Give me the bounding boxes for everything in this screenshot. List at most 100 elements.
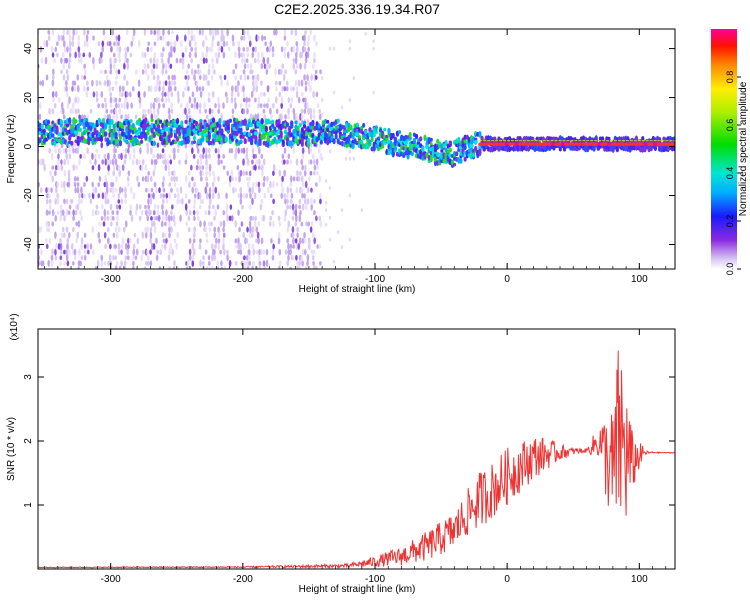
spectrogram-noise-cell (59, 255, 63, 261)
spectrogram-noise-cell (107, 163, 110, 172)
spectrogram-ridge-cell (137, 127, 142, 132)
spectrogram-noise-cell (340, 244, 344, 249)
spectrogram-noise-cell (79, 260, 82, 267)
spectrogram-noise-cell (39, 45, 43, 53)
spectrogram-noise-cell (211, 90, 215, 98)
spectrogram-noise-cell (225, 192, 228, 200)
spectrogram-noise-cell (222, 154, 226, 159)
spectrogram-noise-cell (158, 142, 162, 148)
spectrogram-noise-cell (51, 175, 54, 183)
spectrogram-noise-cell (344, 156, 348, 161)
spectrogram-noise-cell (152, 74, 156, 81)
spectrogram-noise-cell (290, 198, 293, 205)
spectrogram-noise-cell (101, 192, 105, 200)
spectrogram-ridge-cell (391, 132, 395, 139)
spectrogram-noise-cell (262, 158, 266, 166)
spectrogram-noise-cell (156, 57, 159, 64)
spectrogram-noise-cell (65, 198, 69, 204)
spectrogram-noise-cell (205, 51, 208, 58)
spectrogram-noise-cell (162, 187, 166, 193)
spectrogram-noise-cell (150, 242, 154, 251)
spectrogram-noise-cell (100, 216, 104, 221)
spectrogram-noise-cell (263, 114, 266, 120)
spectrogram-noise-cell (168, 248, 171, 256)
spectrogram-noise-cell (299, 113, 302, 121)
spectrogram-noise-cell (63, 215, 66, 222)
spectrogram-ridge-cell (429, 155, 433, 163)
spectrogram-noise-cell (243, 260, 247, 267)
spectrogram-noise-cell (303, 193, 306, 199)
spectrogram-noise-cell (152, 169, 156, 177)
spectrogram-noise-cell (38, 102, 42, 110)
spectrogram-noise-cell (185, 79, 189, 87)
spectrogram-noise-cell (124, 113, 128, 121)
spectrogram-noise-cell (156, 153, 160, 160)
spectrogram-noise-cell (248, 40, 252, 48)
spectrogram-ridge-cell (97, 132, 101, 137)
spectrogram-noise-cell (246, 176, 249, 182)
spectrogram-noise-cell (60, 164, 64, 171)
spectrogram-noise-cell (205, 169, 208, 177)
spectrogram-noise-cell (275, 96, 278, 104)
spectrogram-noise-cell (242, 47, 246, 52)
spectrogram-noise-cell (251, 51, 255, 59)
spectrogram-noise-cell (116, 164, 119, 171)
spectrogram-noise-cell (295, 113, 298, 121)
spectrogram-noise-cell (121, 91, 124, 98)
spectrogram-noise-cell (269, 107, 272, 115)
spectrogram-noise-cell (61, 107, 65, 115)
spectrogram-noise-cell (115, 231, 119, 239)
spectrogram-ridge-cell (38, 137, 42, 144)
spectrogram-noise-cell (251, 243, 255, 250)
spectrogram-noise-cell (291, 255, 295, 261)
spectrogram-noise-cell (248, 102, 251, 109)
spectrogram-noise-cell (228, 259, 232, 267)
spectrogram-noise-cell (303, 169, 307, 177)
spectrogram-noise-cell (114, 255, 118, 261)
spectrogram-noise-cell (159, 192, 163, 199)
spectrogram-noise-cell (220, 34, 223, 42)
spectrogram-noise-cell (324, 222, 328, 227)
spectrogram-noise-cell (146, 249, 149, 256)
spectrogram-noise-cell (294, 56, 298, 65)
spectrogram-noise-cell (109, 243, 112, 250)
spectrogram-noise-cell (165, 237, 168, 244)
spectrogram-noise-cell (295, 158, 299, 166)
colorbar-label: Normalized spectral amplitude (738, 81, 749, 216)
spectrogram-noise-cell (94, 186, 98, 194)
spectrogram-noise-cell (173, 40, 177, 48)
spectrogram-noise-cell (111, 86, 115, 91)
spectrogram-noise-cell (123, 102, 126, 110)
spectrogram-noise-cell (286, 198, 289, 204)
spectrogram-ridge-cell (184, 119, 188, 124)
spectrogram-noise-cell (146, 255, 150, 261)
spectrogram-noise-cell (126, 91, 129, 98)
spectrogram-noise-cell (306, 198, 310, 205)
spectrogram-ridge-cell (421, 145, 425, 153)
spectrogram-noise-cell (212, 186, 215, 194)
spectrogram-noise-cell (242, 97, 246, 103)
spectrogram-noise-cell (89, 159, 92, 165)
spectrogram-noise-cell (222, 40, 226, 48)
spectrogram-noise-cell (222, 165, 226, 170)
spectrogram-noise-cell (300, 175, 304, 183)
spectrogram-noise-cell (145, 187, 148, 193)
spectrogram-noise-cell (340, 208, 344, 213)
spectrogram-noise-cell (191, 186, 195, 194)
spectrogram-noise-cell (262, 108, 266, 114)
spectrogram-noise-cell (304, 80, 308, 86)
spectrogram-noise-cell (207, 255, 211, 261)
spectrogram-noise-cell (307, 34, 311, 42)
spectrogram-noise-cell (268, 46, 271, 53)
spectrogram-noise-cell (291, 203, 295, 211)
spectrogram-noise-cell (73, 248, 77, 256)
spectrogram-noise-cell (76, 182, 80, 187)
spectrogram-noise-cell (45, 243, 49, 250)
spectrogram-noise-cell (134, 209, 138, 216)
spectrogram-noise-cell (72, 215, 75, 222)
spectrogram-noise-cell (191, 242, 195, 251)
spectrogram-noise-cell (198, 86, 202, 92)
spectrogram-noise-cell (65, 85, 68, 92)
spectrogram-noise-cell (292, 57, 296, 64)
spectrogram-noise-cell (85, 34, 89, 42)
